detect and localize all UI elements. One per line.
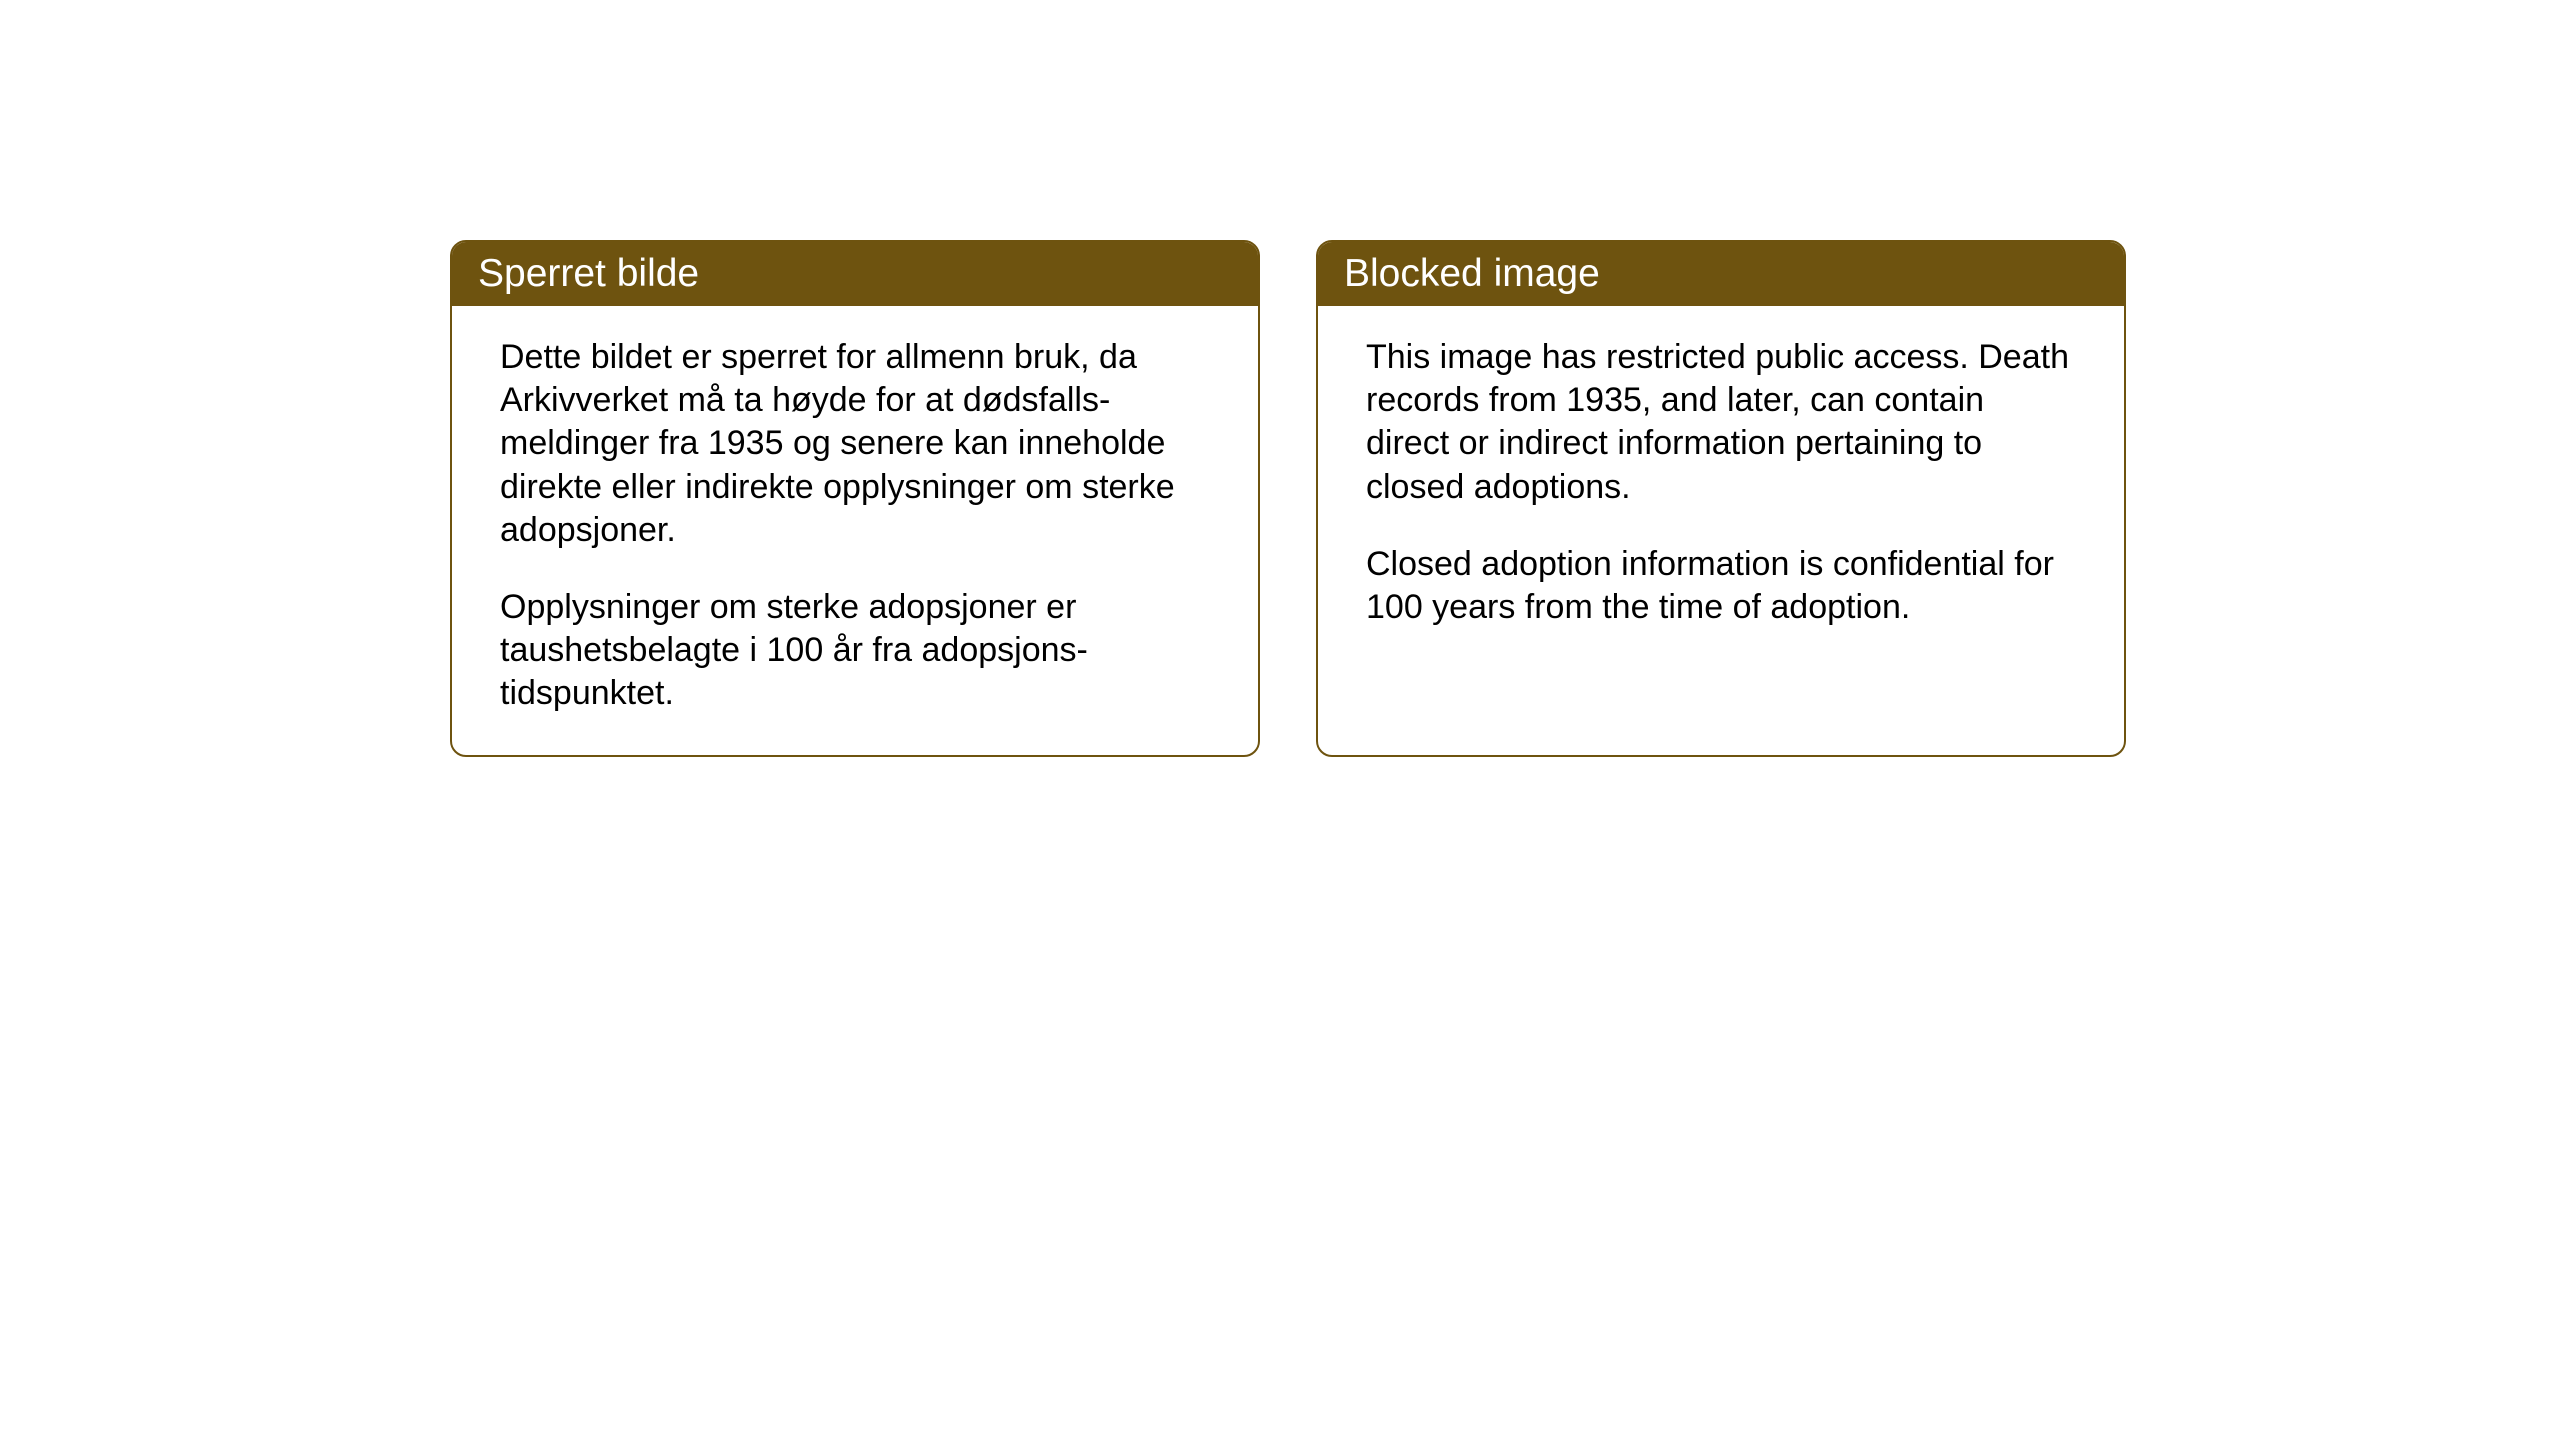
notice-title-english: Blocked image bbox=[1344, 252, 1600, 295]
notice-card-norwegian: Sperret bilde Dette bildet er sperret fo… bbox=[450, 240, 1260, 757]
notice-header-norwegian: Sperret bilde bbox=[452, 242, 1258, 306]
notice-container: Sperret bilde Dette bildet er sperret fo… bbox=[450, 240, 2126, 757]
notice-header-english: Blocked image bbox=[1318, 242, 2124, 306]
notice-paragraph-1-norwegian: Dette bildet er sperret for allmenn bruk… bbox=[500, 336, 1210, 552]
notice-paragraph-2-english: Closed adoption information is confident… bbox=[1366, 543, 2076, 629]
notice-body-english: This image has restricted public access.… bbox=[1318, 306, 2124, 746]
notice-body-norwegian: Dette bildet er sperret for allmenn bruk… bbox=[452, 306, 1258, 755]
notice-card-english: Blocked image This image has restricted … bbox=[1316, 240, 2126, 757]
notice-title-norwegian: Sperret bilde bbox=[478, 252, 699, 295]
notice-paragraph-2-norwegian: Opplysninger om sterke adopsjoner er tau… bbox=[500, 586, 1210, 716]
notice-paragraph-1-english: This image has restricted public access.… bbox=[1366, 336, 2076, 509]
